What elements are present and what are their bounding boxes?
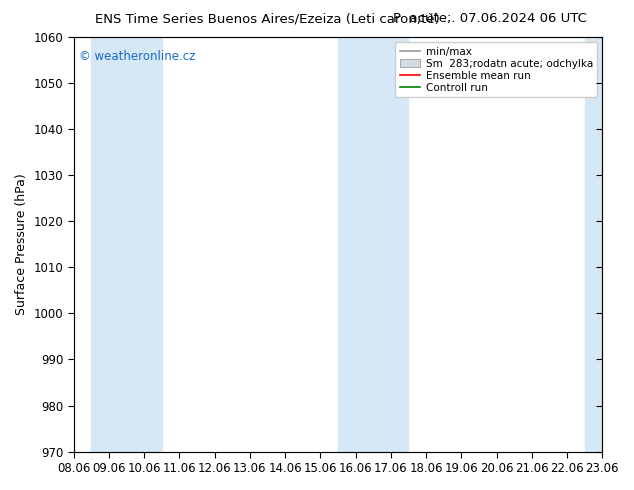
Text: ENS Time Series Buenos Aires/Ezeiza (Leti caron;tě): ENS Time Series Buenos Aires/Ezeiza (Let… <box>95 12 440 25</box>
Text: P  acute;. 07.06.2024 06 UTC: P acute;. 07.06.2024 06 UTC <box>393 12 587 25</box>
Text: © weatheronline.cz: © weatheronline.cz <box>79 49 195 63</box>
Legend: min/max, Sm  283;rodatn acute; odchylka, Ensemble mean run, Controll run: min/max, Sm 283;rodatn acute; odchylka, … <box>396 42 597 97</box>
Bar <box>338 37 408 452</box>
Bar <box>91 37 162 452</box>
Y-axis label: Surface Pressure (hPa): Surface Pressure (hPa) <box>15 173 28 315</box>
Bar <box>585 37 620 452</box>
